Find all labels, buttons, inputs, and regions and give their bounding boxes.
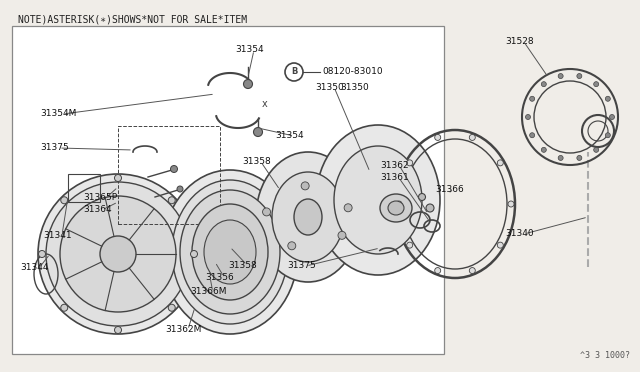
Circle shape (469, 267, 476, 273)
Circle shape (168, 304, 175, 311)
Circle shape (100, 236, 136, 272)
Text: 08120-83010: 08120-83010 (322, 67, 383, 76)
Bar (68, 174, 100, 202)
Ellipse shape (192, 204, 268, 300)
Circle shape (508, 201, 514, 207)
Text: 31375: 31375 (287, 262, 316, 270)
Circle shape (115, 327, 122, 334)
Circle shape (253, 128, 262, 137)
Circle shape (594, 82, 598, 87)
Text: 31356: 31356 (205, 273, 234, 282)
Circle shape (46, 182, 190, 326)
Text: 31354M: 31354M (40, 109, 76, 119)
Circle shape (344, 204, 352, 212)
Text: B: B (291, 67, 297, 77)
Circle shape (61, 304, 68, 311)
Circle shape (406, 160, 413, 166)
Circle shape (285, 63, 303, 81)
Circle shape (60, 196, 176, 312)
Text: 31350: 31350 (315, 83, 344, 92)
Circle shape (288, 242, 296, 250)
Ellipse shape (172, 180, 288, 324)
Circle shape (605, 133, 611, 138)
Circle shape (558, 74, 563, 78)
Ellipse shape (388, 201, 404, 215)
Text: 31528: 31528 (505, 38, 534, 46)
Ellipse shape (334, 146, 422, 254)
Circle shape (406, 242, 413, 248)
Circle shape (38, 250, 45, 257)
Circle shape (435, 267, 441, 273)
Circle shape (577, 74, 582, 78)
Circle shape (435, 134, 441, 140)
Text: 31340: 31340 (505, 230, 534, 238)
Circle shape (61, 197, 68, 204)
Text: 31361: 31361 (380, 173, 409, 183)
Circle shape (594, 147, 598, 153)
Text: 31362M: 31362M (165, 326, 202, 334)
Text: 31358: 31358 (228, 260, 257, 269)
Ellipse shape (256, 152, 360, 282)
Bar (118, 126, 220, 224)
Circle shape (530, 133, 534, 138)
Ellipse shape (162, 170, 298, 334)
Circle shape (577, 155, 582, 160)
Circle shape (170, 166, 177, 173)
Text: ^3 3 1000?: ^3 3 1000? (580, 351, 630, 360)
Text: 31354: 31354 (275, 131, 303, 141)
Circle shape (497, 160, 503, 166)
Ellipse shape (316, 125, 440, 275)
Circle shape (558, 155, 563, 160)
Circle shape (38, 174, 198, 334)
Text: 31350: 31350 (340, 83, 369, 92)
Circle shape (177, 186, 183, 192)
Circle shape (469, 134, 476, 140)
Circle shape (541, 147, 547, 153)
Ellipse shape (272, 172, 344, 262)
Circle shape (396, 201, 402, 207)
Text: NOTE)ASTERISK(∗)SHOWS*NOT FOR SALE*ITEM: NOTE)ASTERISK(∗)SHOWS*NOT FOR SALE*ITEM (18, 14, 247, 24)
Text: 31341: 31341 (43, 231, 72, 240)
Text: 31366M: 31366M (190, 288, 227, 296)
Circle shape (525, 115, 531, 119)
Circle shape (168, 197, 175, 204)
Circle shape (338, 231, 346, 239)
Circle shape (301, 182, 309, 190)
Circle shape (609, 115, 614, 119)
Text: 31364: 31364 (83, 205, 111, 215)
Circle shape (419, 193, 426, 201)
Bar (12, 26, 444, 354)
Ellipse shape (204, 220, 256, 284)
Text: x: x (262, 99, 268, 109)
Circle shape (243, 80, 253, 89)
Text: 31366: 31366 (435, 185, 464, 193)
Text: 31354: 31354 (235, 45, 264, 55)
Circle shape (605, 96, 611, 101)
Circle shape (191, 250, 198, 257)
Text: 31358: 31358 (242, 157, 271, 167)
Text: 31344: 31344 (20, 263, 49, 273)
Circle shape (541, 82, 547, 87)
Text: 31365P: 31365P (83, 193, 117, 202)
Text: 31375: 31375 (40, 144, 68, 153)
Ellipse shape (380, 194, 412, 222)
Circle shape (426, 204, 434, 212)
Text: 31362: 31362 (380, 160, 408, 170)
Circle shape (497, 242, 503, 248)
Circle shape (115, 174, 122, 182)
Ellipse shape (294, 199, 322, 235)
Circle shape (262, 208, 271, 216)
Ellipse shape (180, 190, 280, 314)
Circle shape (530, 96, 534, 101)
